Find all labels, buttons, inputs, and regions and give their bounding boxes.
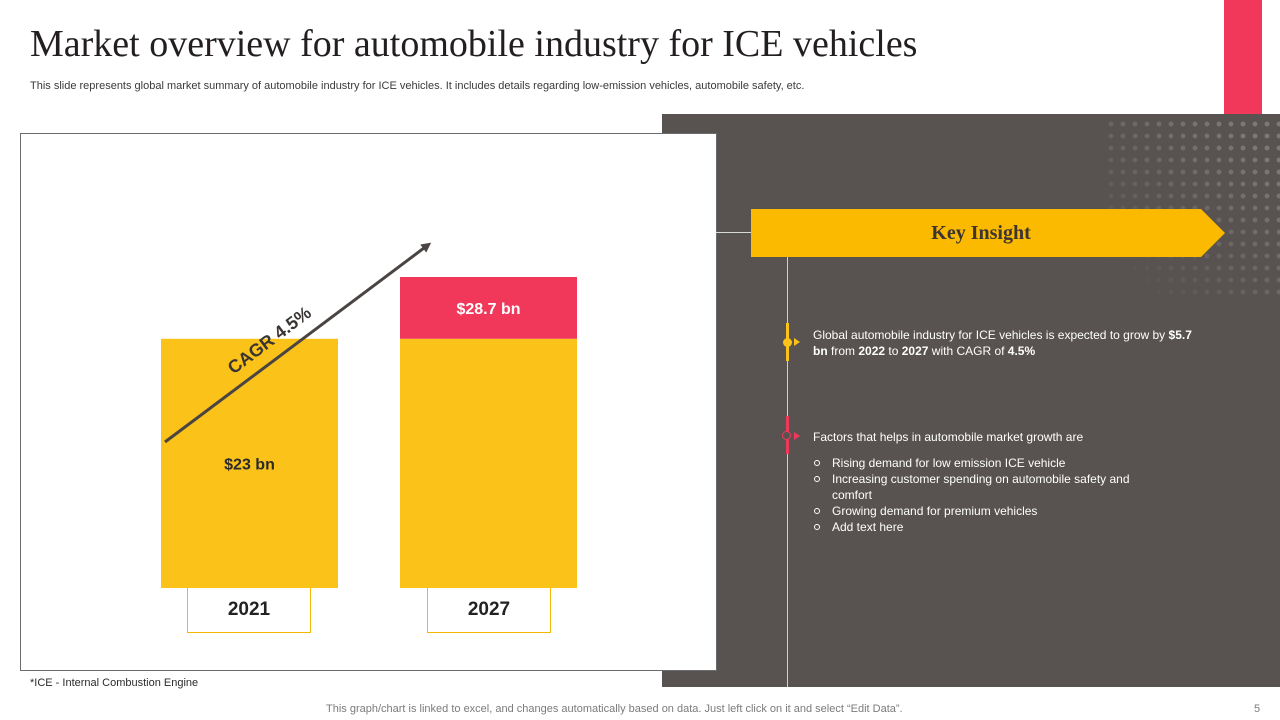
page-number: 5 bbox=[1254, 703, 1261, 715]
bar-value-label-2021: $23 bn bbox=[224, 456, 275, 473]
factors-list: Rising demand for low emission ICE vehic… bbox=[813, 455, 1193, 535]
bar-2027-base[interactable] bbox=[400, 338, 577, 588]
key-insight-banner: Key Insight bbox=[751, 209, 1225, 257]
key-insight-label: Key Insight bbox=[931, 221, 1031, 244]
timeline-node-2 bbox=[782, 431, 791, 440]
factors-heading: Factors that helps in automobile market … bbox=[813, 430, 1084, 444]
ice-footnote: *ICE - Internal Combustion Engine bbox=[30, 677, 199, 689]
list-item: Rising demand for low emission ICE vehic… bbox=[813, 455, 1152, 471]
slide-subtitle: This slide represents global market summ… bbox=[30, 80, 805, 92]
pointer-icon bbox=[794, 432, 800, 440]
bar-value-label-2027: $28.7 bn bbox=[456, 301, 520, 318]
banner-connector-line bbox=[716, 232, 752, 233]
chart-area[interactable]: $23 bn $28.7 bn CAGR 4.5% 2021 2027 bbox=[20, 133, 717, 671]
timeline-line bbox=[787, 257, 788, 687]
year-label-2021: 2021 bbox=[187, 588, 311, 633]
slide-title: Market overview for automobile industry … bbox=[30, 23, 918, 65]
year-label-2027: 2027 bbox=[427, 588, 551, 633]
dot-pattern-decoration bbox=[1105, 118, 1280, 298]
insight-factors: Factors that helps in automobile market … bbox=[813, 429, 1193, 535]
bar-chart[interactable]: $23 bn $28.7 bn CAGR 4.5% bbox=[21, 134, 716, 670]
insight-growth-text: Global automobile industry for ICE vehic… bbox=[813, 328, 1192, 358]
cagr-arrow bbox=[164, 242, 432, 444]
bar-2027-growth[interactable] bbox=[400, 277, 577, 339]
list-item: Increasing customer spending on automobi… bbox=[813, 471, 1152, 503]
timeline-node-1 bbox=[783, 338, 792, 347]
accent-tab bbox=[1224, 0, 1262, 114]
list-item: Add text here bbox=[813, 519, 1152, 535]
pointer-icon bbox=[794, 338, 800, 346]
edit-data-note: This graph/chart is linked to excel, and… bbox=[326, 703, 903, 715]
list-item: Growing demand for premium vehicles bbox=[813, 503, 1152, 519]
